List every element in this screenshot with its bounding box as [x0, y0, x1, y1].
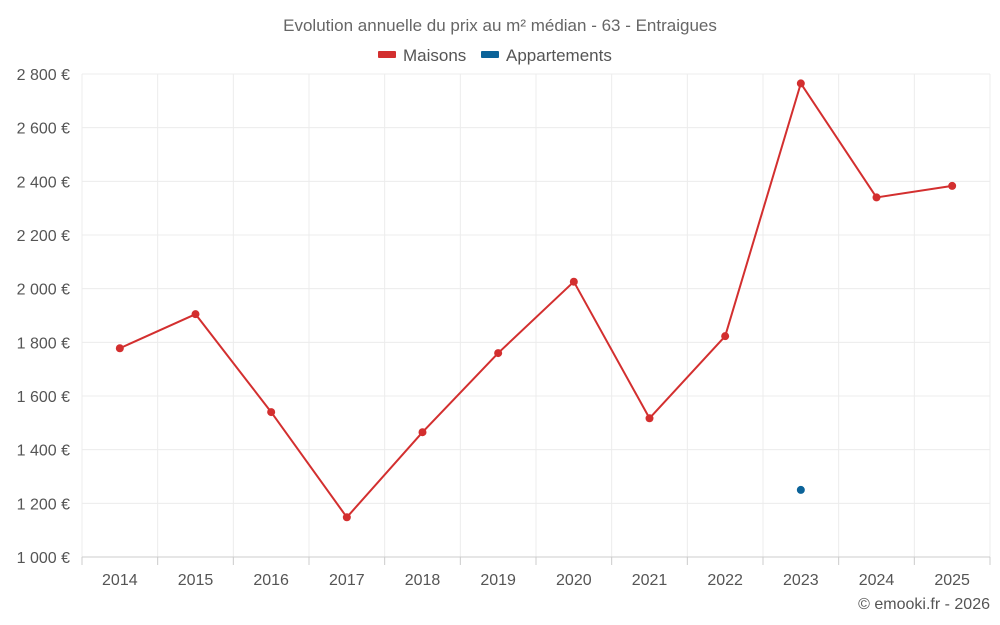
data-point[interactable] — [494, 349, 503, 358]
y-tick-label: 2 600 € — [17, 121, 70, 138]
y-tick-label: 1 800 € — [17, 335, 70, 352]
x-axis-tick-labels: 2014 2015 2016 2017 2018 2019 2020 2021 2022 2023… — [102, 572, 970, 589]
y-tick-label: 1 400 € — [17, 443, 70, 460]
series-maisons — [115, 79, 957, 522]
data-point[interactable] — [115, 344, 124, 353]
legend-swatch-maisons — [378, 51, 396, 58]
series-line — [119, 82, 953, 519]
x-tick-label: 2024 — [859, 572, 895, 589]
legend-label-appartements: Appartements — [506, 46, 612, 65]
y-tick-label: 1 000 € — [17, 550, 70, 567]
data-point[interactable] — [418, 428, 427, 437]
x-tick-label: 2021 — [632, 572, 668, 589]
data-point[interactable] — [342, 513, 351, 522]
x-tick-label: 2025 — [934, 572, 970, 589]
x-tick-label: 2022 — [707, 572, 743, 589]
y-axis-tick-labels: 1 000 € 1 200 € 1 400 € 1 600 € 1 800 € 2 000… — [17, 67, 70, 567]
data-point[interactable] — [948, 181, 957, 190]
data-point[interactable] — [191, 310, 200, 319]
data-point[interactable] — [721, 332, 730, 341]
x-tick-label: 2015 — [178, 572, 214, 589]
series — [115, 79, 957, 522]
x-tick-label: 2017 — [329, 572, 365, 589]
data-point[interactable] — [796, 485, 805, 494]
legend-item-maisons[interactable]: Maisons — [378, 46, 466, 65]
legend-swatch-appartements — [481, 51, 499, 58]
data-point[interactable] — [872, 193, 881, 202]
series-appartements — [796, 485, 805, 494]
data-point[interactable] — [569, 277, 578, 286]
axes — [81, 556, 991, 565]
y-tick-label: 1 600 € — [17, 389, 70, 406]
y-tick-label: 2 400 € — [17, 174, 70, 191]
y-tick-label: 2 000 € — [17, 282, 70, 299]
data-point[interactable] — [645, 414, 654, 423]
data-point[interactable] — [267, 408, 276, 417]
grid — [81, 73, 991, 557]
credit-text: © emooki.fr - 2026 — [858, 596, 990, 613]
x-tick-label: 2016 — [253, 572, 289, 589]
x-tick-label: 2020 — [556, 572, 592, 589]
legend-item-appartements[interactable]: Appartements — [481, 46, 612, 65]
legend: Maisons Appartements — [378, 46, 612, 65]
y-tick-label: 2 200 € — [17, 228, 70, 245]
x-tick-label: 2023 — [783, 572, 819, 589]
x-tick-label: 2018 — [405, 572, 441, 589]
x-tick-label: 2014 — [102, 572, 138, 589]
data-point[interactable] — [796, 79, 805, 88]
chart-title: Evolution annuelle du prix au m² médian … — [283, 16, 717, 35]
y-tick-label: 2 800 € — [17, 67, 70, 84]
y-tick-label: 1 200 € — [17, 496, 70, 513]
x-tick-label: 2019 — [480, 572, 516, 589]
legend-label-maisons: Maisons — [403, 46, 466, 65]
